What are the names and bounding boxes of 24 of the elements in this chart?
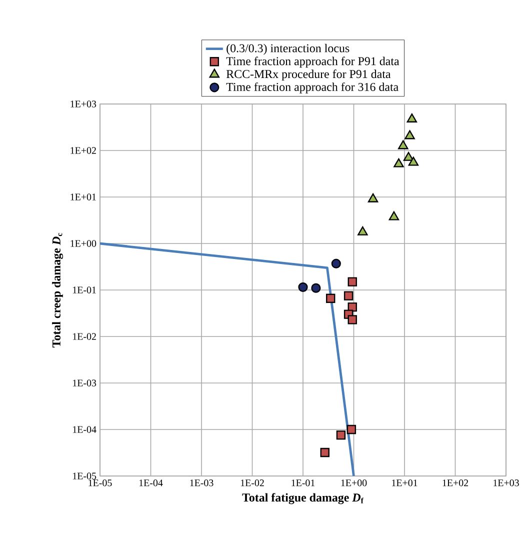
x-tick-label: 1E+01 <box>392 480 418 486</box>
legend-label: (0.3/0.3) interaction locus <box>226 44 350 55</box>
y-tick-label: 1E+03 <box>70 100 96 108</box>
legend-label: Time fraction approach for P91 data <box>226 56 400 68</box>
y-tick-label: 1E+00 <box>70 240 96 247</box>
y-axis-title: Total creep damage D$_{c}$ <box>52 233 63 348</box>
y-tick-label: 1E+01 <box>70 194 96 200</box>
y-tick-label: 1E-04 <box>73 426 96 433</box>
x-tick-label: 1E+02 <box>442 480 468 486</box>
x-tick-label: 1E+00 <box>341 480 367 486</box>
y-tick-label: 1E-05 <box>73 472 96 480</box>
x-tick-label: 1E-04 <box>139 480 163 486</box>
y-tick-label: 1E-03 <box>73 380 96 386</box>
x-tick-label: 1E+03 <box>494 480 519 486</box>
y-tick-label: 1E-01 <box>73 286 96 294</box>
x-tick-label: 1E-05 <box>88 480 112 486</box>
x-tick-label: 1E-01 <box>292 480 315 486</box>
x-tick-label: 1E-02 <box>240 480 264 486</box>
x-axis-title: Total fatigue damage D$_{f}$ <box>242 493 364 504</box>
legend-label: RCC-MRx procedure for P91 data <box>226 70 391 81</box>
y-tick-label: 1E+02 <box>70 147 96 154</box>
legend-label: Time fraction approach for 316 data <box>226 82 398 94</box>
y-tick-label: 1E-02 <box>73 333 96 340</box>
x-tick-label: 1E-03 <box>190 480 214 486</box>
